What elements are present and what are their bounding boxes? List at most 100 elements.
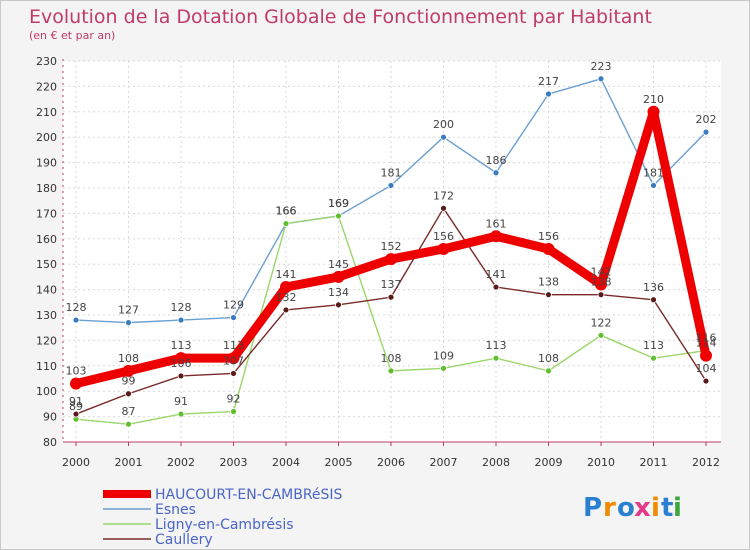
data-point-esnes <box>177 316 185 324</box>
data-label-caullery: 132 <box>276 291 297 304</box>
data-point-haucourt <box>542 242 555 255</box>
data-point-esnes <box>492 169 500 177</box>
data-label-haucourt: 210 <box>643 93 664 106</box>
data-label-haucourt: 141 <box>276 268 297 281</box>
x-tick-label: 2002 <box>167 456 195 469</box>
x-tick-label: 2005 <box>325 456 353 469</box>
data-label-haucourt: 103 <box>66 365 87 378</box>
data-point-caullery <box>492 283 500 291</box>
x-tick-label: 2009 <box>535 456 563 469</box>
y-tick-label: 170 <box>36 207 57 220</box>
data-point-caullery <box>282 306 290 314</box>
logo-letter: i <box>651 493 660 523</box>
data-point-ligny <box>650 354 657 362</box>
chart-title: Evolution de la Dotation Globale de Fonc… <box>29 6 652 28</box>
data-label-caullery: 104 <box>696 362 717 375</box>
data-label-esnes: 128 <box>66 301 87 314</box>
data-label-esnes: 169 <box>328 197 349 210</box>
data-label-haucourt: 156 <box>538 230 559 243</box>
y-tick-label: 210 <box>36 106 57 119</box>
logo-letter: t <box>661 493 673 523</box>
legend-label: Caullery <box>155 532 213 548</box>
y-tick-label: 180 <box>36 182 57 195</box>
logo-letter: i <box>673 493 682 523</box>
y-tick-label: 80 <box>43 436 57 449</box>
logo-letter: x <box>634 493 651 523</box>
x-tick-label: 2001 <box>115 456 143 469</box>
data-point-ligny <box>597 331 605 339</box>
x-tick-label: 2010 <box>587 456 615 469</box>
data-point-ligny <box>440 364 447 372</box>
data-point-haucourt <box>385 253 397 266</box>
data-point-ligny <box>492 354 500 362</box>
data-label-haucourt: 114 <box>696 337 717 350</box>
x-tick-label: 2011 <box>640 456 668 469</box>
data-point-caullery <box>440 204 447 212</box>
data-point-haucourt <box>122 364 135 377</box>
data-point-caullery <box>387 293 395 301</box>
data-point-ligny <box>125 420 132 428</box>
data-point-esnes <box>230 314 237 321</box>
data-label-caullery: 172 <box>433 189 454 202</box>
data-point-haucourt <box>280 281 292 294</box>
data-point-haucourt <box>227 352 240 365</box>
data-labels: 128 127 128 129 166 169 181 200 186 217 223 181 202 8… <box>66 60 717 418</box>
data-point-caullery <box>545 291 552 299</box>
chart-subtitle: (en € et par an) <box>29 29 115 42</box>
y-tick-label: 160 <box>36 233 57 246</box>
data-label-caullery: 136 <box>643 281 664 294</box>
data-label-esnes: 223 <box>591 60 612 73</box>
data-label-caullery: 134 <box>328 286 349 299</box>
data-point-esnes <box>650 182 657 189</box>
data-point-caullery <box>702 377 710 385</box>
data-point-haucourt <box>490 230 502 243</box>
x-tick-label: 2006 <box>377 456 405 469</box>
data-label-haucourt: 156 <box>433 230 454 243</box>
data-label-ligny: 113 <box>643 339 664 352</box>
data-label-caullery: 107 <box>223 354 244 367</box>
data-label-ligny: 87 <box>122 405 136 418</box>
data-point-esnes <box>702 128 710 136</box>
data-label-caullery: 99 <box>122 375 136 388</box>
data-label-esnes: 166 <box>276 205 297 218</box>
data-label-haucourt: 161 <box>486 217 507 230</box>
data-label-caullery: 141 <box>486 268 507 281</box>
data-label-ligny: 91 <box>174 395 188 408</box>
data-label-haucourt: 142 <box>591 266 612 279</box>
data-label-esnes: 186 <box>486 154 507 167</box>
x-tick-label: 2008 <box>482 456 510 469</box>
data-point-haucourt <box>332 270 345 283</box>
data-point-haucourt <box>595 278 607 291</box>
data-point-caullery <box>72 410 80 418</box>
data-label-esnes: 181 <box>643 166 664 179</box>
data-label-caullery: 106 <box>171 357 192 370</box>
y-tick-label: 90 <box>43 411 57 424</box>
y-tick-label: 110 <box>36 360 57 373</box>
data-point-caullery <box>125 390 132 398</box>
data-point-esnes <box>72 316 80 324</box>
data-label-caullery: 138 <box>591 276 612 289</box>
data-point-caullery <box>650 296 657 304</box>
x-tick-label: 2000 <box>62 456 90 469</box>
data-point-ligny <box>387 367 395 375</box>
data-point-haucourt <box>175 352 187 365</box>
data-label-ligny: 166 <box>276 205 297 218</box>
x-tick-label: 2012 <box>692 456 720 469</box>
data-label-ligny: 169 <box>328 197 349 210</box>
legend: HAUCOURT-EN-CAMBRéSISEsnesLigny-en-Cambr… <box>103 487 343 548</box>
data-label-esnes: 129 <box>223 299 244 312</box>
x-tick-label: 2004 <box>272 456 300 469</box>
data-label-esnes: 128 <box>171 301 192 314</box>
y-tick-label: 120 <box>36 334 57 347</box>
x-tick-label: 2003 <box>220 456 248 469</box>
data-label-ligny: 108 <box>538 352 559 365</box>
y-tick-label: 200 <box>36 131 57 144</box>
data-point-ligny <box>230 408 237 415</box>
data-point-esnes <box>387 182 395 189</box>
data-label-haucourt: 113 <box>171 339 192 352</box>
data-label-ligny: 108 <box>381 352 402 365</box>
axes: 8090100110120130140150160170180190200210… <box>36 55 721 469</box>
data-point-haucourt <box>700 349 712 362</box>
